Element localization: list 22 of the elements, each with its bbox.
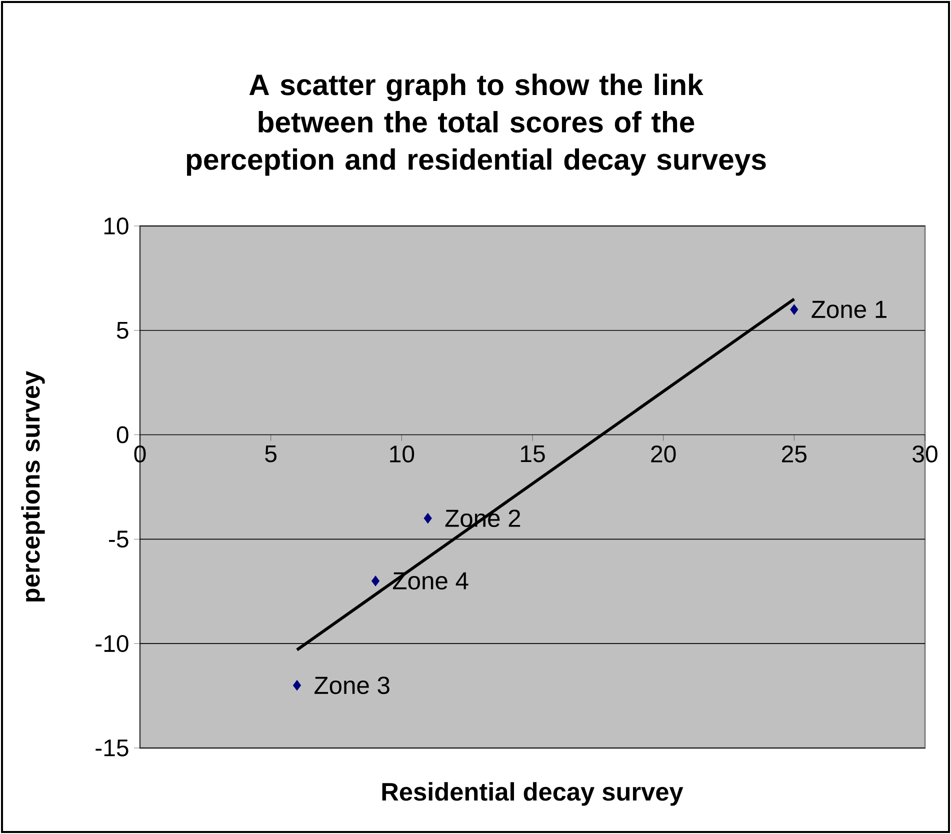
y-tick-label: 0 — [116, 426, 128, 444]
annotation: Zone 1 — [812, 300, 886, 318]
annotation: Zone 3 — [314, 676, 390, 694]
y-tick-label: -15 — [96, 740, 128, 756]
x-tick-label: 5 — [265, 445, 276, 462]
point — [292, 680, 302, 691]
y-tick-label: -10 — [96, 635, 128, 652]
chart-title: A scatter graph to show the link between the total scores of the perception and residential decay surveys — [186, 74, 766, 176]
y-tick-label: -5 — [109, 530, 128, 548]
x-tick-label: 30 — [912, 445, 938, 462]
point — [371, 576, 380, 586]
y-axis-title: perceptions survey — [21, 371, 45, 602]
point — [790, 304, 798, 315]
y-tick-label: 10 — [104, 217, 128, 234]
point — [424, 513, 432, 524]
x-tick-label: 20 — [651, 445, 676, 462]
x-axis-title: Residential decay survey — [382, 782, 684, 806]
x-tick-label: 15 — [520, 445, 545, 462]
y-tick-label: 5 — [116, 322, 128, 339]
x-tick-label: 10 — [390, 445, 414, 462]
annotation: Zone 4 — [392, 572, 468, 590]
x-tick-label: 25 — [782, 445, 806, 462]
